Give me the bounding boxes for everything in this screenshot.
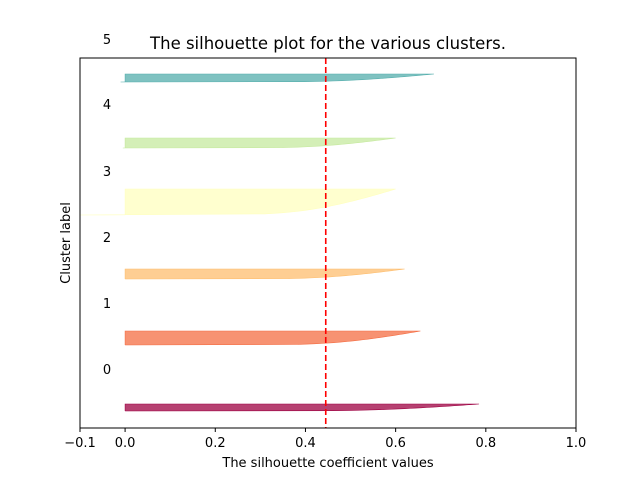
- x-tick-label: 0.2: [205, 436, 226, 451]
- cluster-4-silhouette: [122, 137, 396, 149]
- cluster-5-silhouette: [120, 73, 434, 83]
- cluster-label-1: 1: [103, 297, 111, 312]
- cluster-label-3: 3: [103, 165, 111, 180]
- cluster-labels: 0 1 2 3 4 5: [103, 33, 111, 378]
- x-axis: −0.1 0.0 0.2 0.4 0.6 0.8 1.0: [64, 428, 586, 451]
- cluster-label-4: 4: [103, 98, 111, 113]
- x-tick-label: 0.4: [295, 436, 316, 451]
- x-tick-label: 0.6: [385, 436, 406, 451]
- x-tick-label: 0.8: [475, 436, 496, 451]
- chart-title: The silhouette plot for the various clus…: [149, 34, 506, 53]
- x-tick-label: 1.0: [566, 436, 587, 451]
- cluster-label-5: 5: [103, 33, 111, 48]
- x-tick-label: −0.1: [64, 436, 96, 451]
- cluster-3-silhouette: [79, 188, 396, 216]
- cluster-label-0: 0: [103, 363, 111, 378]
- x-axis-label: The silhouette coefficient values: [221, 456, 433, 471]
- cluster-2-silhouette: [124, 268, 405, 280]
- cluster-label-2: 2: [103, 231, 111, 246]
- y-axis-label: Cluster label: [59, 202, 74, 284]
- plot-frame: [79, 57, 577, 429]
- cluster-1-silhouette: [124, 330, 421, 346]
- cluster-silhouettes: [79, 73, 480, 412]
- cluster-0-silhouette: [124, 403, 480, 412]
- x-tick-label: 0.0: [115, 436, 136, 451]
